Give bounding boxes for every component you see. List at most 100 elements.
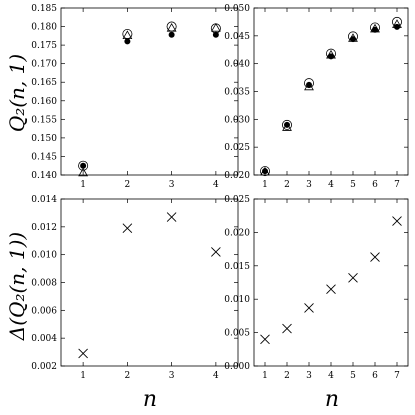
cross-stroke <box>370 252 380 262</box>
data-point-cross <box>260 334 270 345</box>
plot-frame <box>253 7 409 176</box>
y-tick-label: 0.006 <box>31 306 57 316</box>
panel-top-right: 1 2 3 4 5 6 7 0.020 0.025 0.030 0.035 0.040 0.045 0.0… <box>224 4 409 190</box>
y-axis-title-top: Q₂(n, 1) <box>5 54 29 132</box>
y-tick-label: 0.004 <box>31 334 57 344</box>
cross-stroke <box>78 348 88 359</box>
y-tick-label: 0.145 <box>31 152 57 162</box>
data-point-cross <box>122 223 133 234</box>
y-tick-label: 0.010 <box>31 251 57 261</box>
y-tick-label: 0.010 <box>224 295 250 305</box>
data-point-cross <box>166 212 177 222</box>
x-tick-label: 5 <box>350 180 356 190</box>
plot-frame <box>60 7 239 176</box>
x-tick-label: 2 <box>125 371 131 381</box>
y-tick-label: 0.025 <box>224 195 250 205</box>
x-tick-label: 6 <box>372 180 378 190</box>
cross-stroke <box>166 212 177 222</box>
x-tick-label: 3 <box>306 180 312 190</box>
y-tick-label: 0.000 <box>224 362 250 372</box>
data-point-cross <box>78 348 88 359</box>
y-tick-label: 0.040 <box>224 60 250 70</box>
y-tick-label: 0.035 <box>224 88 250 98</box>
y-tick-label: 0.012 <box>31 223 57 233</box>
cross-stroke <box>211 247 221 257</box>
cross-stroke <box>282 323 292 334</box>
data-point-filled-circle <box>212 31 219 38</box>
cross-stroke <box>260 334 270 345</box>
x-tick-label: 4 <box>213 180 219 190</box>
data-point-filled-circle <box>262 168 268 175</box>
y-axis-title-bottom: Δ(Q₂(n, 1)) <box>5 232 29 341</box>
x-tick-label: 1 <box>262 180 268 190</box>
y-tick-label: 0.170 <box>31 60 57 70</box>
data-point-filled-circle <box>124 38 131 45</box>
x-tick-label: 1 <box>262 371 268 381</box>
panel-top-left: 1 2 3 4 0.140 0.145 0.150 0.155 0.160 0.165 0.170 0… <box>31 4 239 190</box>
data-point-cross <box>392 216 402 226</box>
x-tick-label: 2 <box>284 180 290 190</box>
plot-frame <box>60 198 239 367</box>
panel-bottom-left: 1 2 3 4 0.002 0.004 0.006 0.008 0.010 0.012 0.014 <box>31 195 239 381</box>
y-tick-label: 0.014 <box>31 195 57 205</box>
y-tick-label: 0.015 <box>224 262 250 272</box>
data-point-filled-circle <box>350 36 356 43</box>
y-tick-label: 0.165 <box>31 78 57 88</box>
y-tick-label: 0.020 <box>224 171 250 181</box>
data-point-cross <box>348 273 358 283</box>
x-tick-label: 2 <box>284 371 290 381</box>
x-tick-label: 4 <box>328 371 334 381</box>
data-point-open-circle <box>210 23 221 34</box>
data-point-filled-circle <box>328 53 334 60</box>
data-point-filled-circle <box>80 162 87 169</box>
cross-stroke <box>122 223 133 234</box>
x-tick-label: 4 <box>213 371 219 381</box>
y-tick-label: 0.020 <box>224 228 250 238</box>
y-tick-label: 0.002 <box>31 362 57 372</box>
y-tick-label: 0.160 <box>31 97 57 107</box>
cross-stroke <box>392 216 402 226</box>
plot-frame <box>253 198 409 367</box>
x-axis-title-right: n <box>325 387 339 412</box>
x-tick-label: 7 <box>394 371 400 381</box>
data-point-filled-circle <box>394 23 400 30</box>
data-point-cross <box>304 303 314 313</box>
data-point-open-circle <box>281 119 292 130</box>
panels: 1 2 3 4 0.140 0.145 0.150 0.155 0.160 0.165 0.170 0… <box>31 4 409 381</box>
x-tick-label: 5 <box>350 371 356 381</box>
data-point-cross <box>326 284 336 294</box>
cross-stroke <box>304 303 314 313</box>
x-tick-label: 7 <box>394 180 400 190</box>
data-point-cross <box>211 247 221 257</box>
y-tick-label: 0.140 <box>31 171 57 181</box>
y-tick-label: 0.005 <box>224 329 250 339</box>
data-point-open-circle <box>78 160 89 171</box>
data-point-filled-circle <box>168 31 175 38</box>
x-tick-label: 4 <box>328 180 334 190</box>
y-tick-label: 0.050 <box>224 4 250 14</box>
data-point-filled-circle <box>284 121 290 128</box>
y-tick-label: 0.180 <box>31 23 57 33</box>
panel-bottom-right: 1 2 3 4 5 6 7 0.000 0.005 0.010 0.015 0.020 0.025 <box>224 195 409 381</box>
data-point-open-circle <box>166 21 177 32</box>
y-tick-label: 0.155 <box>31 115 57 125</box>
x-tick-label: 6 <box>372 371 378 381</box>
y-tick-label: 0.175 <box>31 41 57 51</box>
y-tick-label: 0.045 <box>224 32 250 42</box>
y-tick-label: 0.008 <box>31 279 57 289</box>
data-point-filled-circle <box>306 81 312 88</box>
data-point-open-triangle <box>210 23 221 32</box>
data-point-open-triangle <box>78 167 89 177</box>
y-tick-label: 0.025 <box>224 143 250 153</box>
x-tick-label: 1 <box>80 180 86 190</box>
cross-stroke <box>348 273 358 283</box>
x-axis-title-left: n <box>143 387 157 412</box>
cross-stroke <box>326 284 336 294</box>
y-tick-label: 0.150 <box>31 134 57 144</box>
y-tick-label: 0.030 <box>224 115 250 125</box>
data-point-open-circle <box>259 166 270 177</box>
x-tick-label: 1 <box>80 371 86 381</box>
x-tick-label: 3 <box>169 180 175 190</box>
y-tick-label: 0.185 <box>31 4 57 14</box>
